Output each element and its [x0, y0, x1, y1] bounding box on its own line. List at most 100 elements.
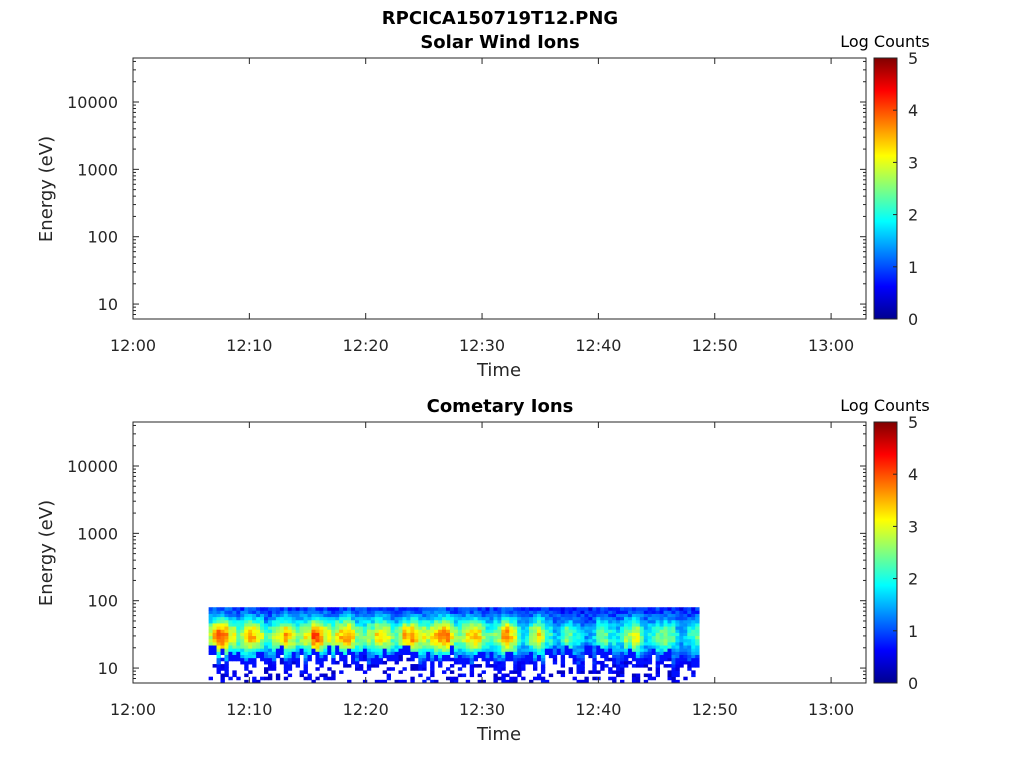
spectrogram-cell	[315, 619, 320, 624]
spectrogram-cell	[536, 632, 542, 637]
spectrogram-cell	[596, 613, 601, 618]
spectrogram-cell	[256, 638, 261, 643]
spectrogram-cell	[390, 651, 395, 655]
spectrogram-cell	[663, 616, 668, 621]
spectrogram-cell	[564, 638, 570, 643]
spectrogram-cell	[327, 667, 332, 671]
spectrogram-cell	[335, 635, 340, 640]
spectrogram-cell	[299, 641, 304, 646]
spectrogram-cell	[533, 648, 538, 652]
spectrogram-cell	[362, 654, 368, 659]
spectrogram-cell	[366, 638, 372, 643]
spectrogram-cell	[315, 657, 320, 662]
spectrogram-cell	[370, 660, 376, 665]
spectrogram-cell	[687, 667, 692, 671]
spectrogram-cell	[675, 660, 680, 665]
spectrogram-cell	[687, 616, 692, 621]
spectrogram-cell	[552, 616, 558, 621]
spectrogram-cell	[627, 626, 633, 630]
spectrogram-cell	[445, 654, 451, 659]
spectrogram-cell	[438, 635, 443, 640]
spectrogram-cell	[560, 673, 566, 678]
spectrogram-cell	[422, 629, 427, 633]
spectrogram-cell	[623, 613, 629, 618]
spectrogram-cell	[418, 638, 423, 643]
spectrogram-cell	[339, 657, 344, 662]
spectrogram-cell	[497, 623, 502, 627]
spectrogram-cell	[564, 616, 570, 621]
spectrogram-cell	[366, 632, 372, 637]
spectrogram-cell	[683, 607, 688, 611]
spectrogram-cell	[252, 626, 257, 630]
spectrogram-cell	[584, 610, 589, 614]
spectrogram-cell	[513, 610, 518, 614]
spectrogram-cell	[556, 635, 562, 640]
spectrogram-cell	[572, 619, 577, 624]
spectrogram-cell	[224, 657, 229, 662]
spectrogram-cell	[612, 638, 617, 643]
spectrogram-cell	[568, 613, 573, 618]
spectrogram-cell	[438, 613, 443, 618]
spectrogram-cell	[533, 610, 538, 614]
spectrogram-cell	[374, 619, 380, 624]
spectrogram-cell	[327, 613, 332, 618]
spectrogram-cell	[358, 645, 364, 649]
spectrogram-cell	[509, 645, 514, 649]
spectrogram-cell	[651, 623, 657, 627]
spectrogram-cell	[564, 610, 570, 614]
spectrogram-cell	[639, 616, 645, 621]
spectrogram-cell	[525, 635, 530, 640]
spectrogram-cell	[639, 664, 645, 668]
spectrogram-cell	[335, 645, 340, 649]
spectrogram-cell	[675, 654, 680, 659]
spectrogram-cell	[465, 616, 471, 621]
spectrogram-cell	[671, 641, 676, 646]
spectrogram-cell	[469, 623, 475, 627]
spectrogram-cell	[339, 670, 344, 674]
spectrogram-cell	[264, 651, 269, 655]
spectrogram-cell	[497, 664, 502, 668]
spectrogram-cell	[691, 654, 696, 659]
spectrogram-cell	[354, 654, 360, 659]
spectrogram-cell	[616, 619, 621, 624]
spectrogram-cell	[382, 645, 388, 649]
spectrogram-cell	[485, 635, 490, 640]
spectrogram-cell	[517, 635, 522, 640]
spectrogram-cell	[501, 651, 506, 655]
spectrogram-cell	[663, 641, 668, 646]
spectrogram-cell	[651, 613, 657, 618]
spectrogram-cell	[612, 664, 617, 668]
spectrogram-cell	[244, 619, 249, 624]
spectrogram-cell	[394, 616, 399, 621]
spectrogram-cell	[232, 635, 237, 640]
spectrogram-cell	[240, 635, 245, 640]
spectrogram-cell	[256, 619, 261, 624]
spectrogram-cell	[560, 657, 566, 662]
spectrogram-cell	[216, 638, 221, 643]
spectrogram-cell	[438, 626, 443, 630]
spectrogram-cell	[671, 626, 676, 630]
spectrogram-cell	[465, 619, 471, 624]
spectrogram-cell	[271, 648, 277, 652]
spectrogram-cell	[517, 623, 522, 627]
spectrogram-cell	[303, 676, 308, 681]
spectrogram-cell	[240, 623, 245, 627]
spectrogram-cell	[552, 613, 558, 618]
spectrogram-cell	[592, 676, 597, 681]
spectrogram-cell	[327, 626, 332, 630]
spectrogram-cell	[248, 645, 253, 649]
spectrogram-cell	[639, 660, 645, 665]
spectrogram-cell	[560, 629, 566, 633]
spectrogram-cell	[228, 641, 233, 646]
y-tick-label: 10000	[67, 93, 118, 112]
spectrogram-cell	[647, 648, 653, 652]
spectrogram-cell	[477, 664, 482, 668]
spectrogram-cell	[469, 673, 475, 678]
spectrogram-cell	[374, 660, 380, 665]
spectrogram-cell	[576, 679, 581, 683]
spectrogram-cell	[275, 645, 281, 649]
spectrogram-cell	[382, 670, 388, 674]
spectrogram-cell	[283, 660, 289, 665]
spectrogram-cell	[612, 679, 617, 683]
spectrogram-cell	[521, 648, 526, 652]
